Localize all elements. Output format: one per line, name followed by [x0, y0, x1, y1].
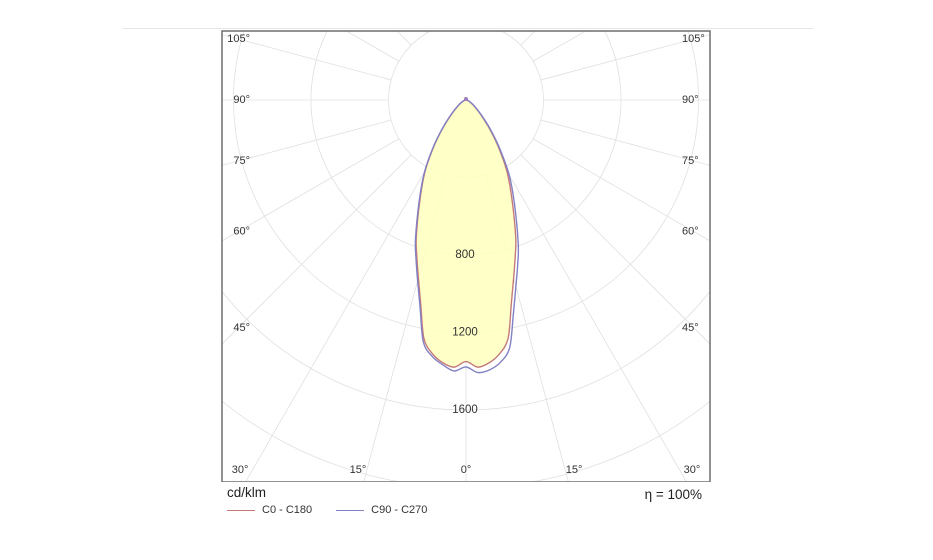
angle-label-right-45: 45°: [682, 322, 699, 334]
grid-ray-L45: [222, 154, 412, 345]
grid-ray-L75: [222, 119, 392, 166]
angle-label-bottom-right-15: 15°: [566, 464, 583, 476]
units-label: cd/klm: [227, 485, 267, 500]
page-divider-line: [122, 28, 814, 29]
angle-label-left-75: 75°: [233, 155, 250, 167]
curve-c90-c270: [414, 99, 520, 374]
grid-ray-L60: [222, 138, 400, 242]
angle-label-bottom-left-15: 15°: [350, 464, 367, 476]
legend-swatch-c90-c270-line: [336, 509, 365, 511]
legend-label-c90-c270: C90 - C270: [371, 504, 428, 516]
legend: C0 - C180 C90 - C270: [227, 504, 427, 516]
grid-ray-R150: [504, 31, 507, 34]
polar-photometric-chart: 45° 45° 60° 60° 75° 75° 90° 90° 105° 105° 0° 15° 15°…: [221, 0, 711, 482]
angle-label-right-60: 60°: [682, 226, 699, 238]
grid-ray-R30: [504, 166, 688, 482]
chart-labels: 45° 45° 60° 60° 75° 75° 90° 90° 105° 105° 0° 15° 15°…: [227, 33, 705, 476]
grid-ray-L30: [244, 166, 428, 482]
radial-label-800: 800: [455, 249, 474, 261]
chart-frame: [221, 30, 711, 482]
grid-ray-R165: [486, 0, 647, 25]
plot-area: [222, 0, 710, 482]
grid-ray-L165: [285, 0, 446, 25]
legend-item-c90-c270: C90 - C270: [336, 504, 427, 516]
angle-label-left-90: 90°: [233, 94, 250, 106]
radial-label-1200: 1200: [452, 327, 478, 339]
grid-ray-R135: [520, 31, 536, 46]
angle-label-left-105: 105°: [227, 33, 250, 45]
legend-item-c0-c180: C0 - C180: [227, 504, 312, 516]
angle-label-right-75: 75°: [682, 155, 699, 167]
angle-label-bottom-left-30: 30°: [232, 464, 249, 476]
grid-ray-R45: [520, 154, 710, 345]
chart-footer-left: cd/klm C0 - C180 C90 - C270: [227, 485, 427, 516]
grid-ray-R75: [540, 119, 710, 166]
radial-label-1600: 1600: [452, 404, 478, 416]
legend-label-c0-c180: C0 - C180: [262, 504, 313, 516]
grid-ray-L150: [425, 31, 428, 34]
grid-ray-R105: [540, 34, 710, 81]
angle-label-left-45: 45°: [233, 322, 250, 334]
angle-label-bottom-0: 0°: [461, 464, 472, 476]
legend-swatch-c0-c180-line: [227, 509, 255, 511]
angle-label-right-105: 105°: [682, 33, 705, 45]
grid-ray-R60: [532, 138, 710, 242]
beam-fill-area: [416, 100, 516, 368]
efficiency-label: η = 100%: [644, 487, 702, 502]
angle-label-left-60: 60°: [233, 226, 250, 238]
curve-origin-dot: [464, 97, 468, 101]
grid-ray-L135: [396, 31, 412, 46]
grid-ray-L105: [222, 34, 392, 81]
angle-label-bottom-right-30: 30°: [684, 464, 701, 476]
angle-label-right-90: 90°: [682, 94, 699, 106]
